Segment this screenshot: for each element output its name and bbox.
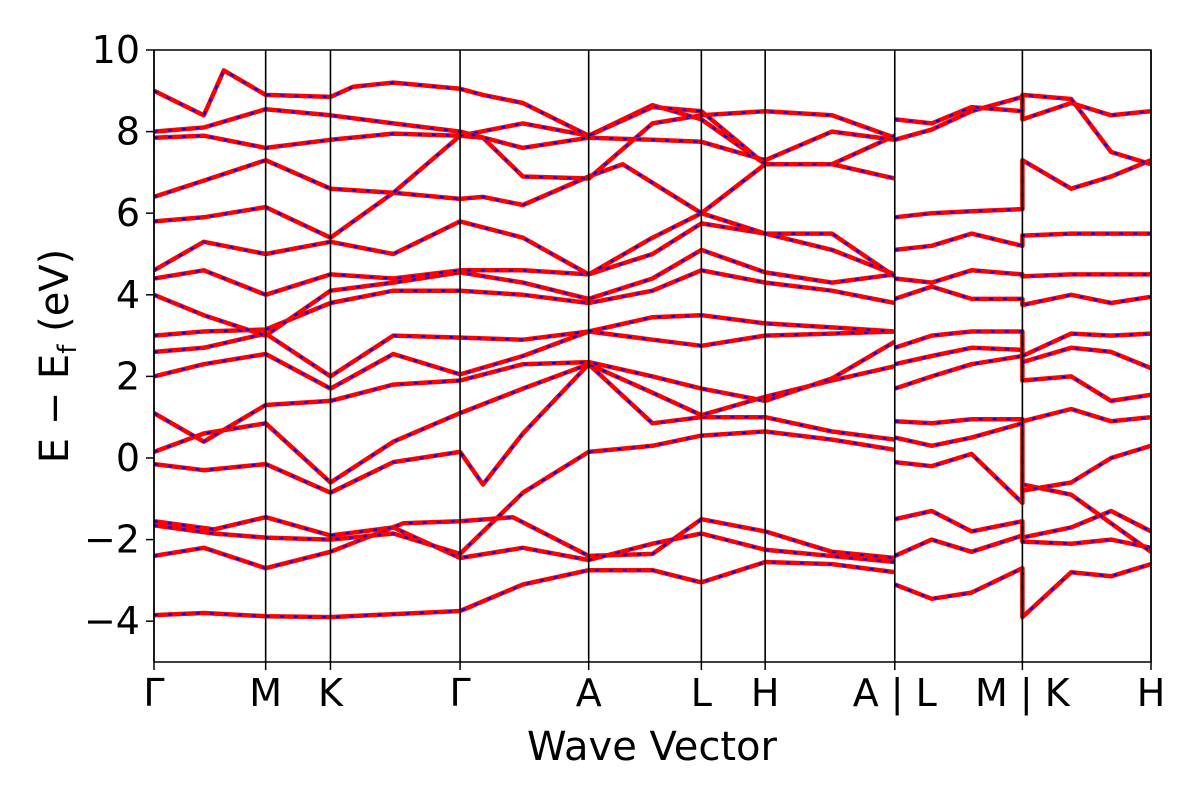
y-tick-label: 8 [116, 110, 140, 154]
band-line-overlay-31 [894, 95, 1151, 141]
x-tick-label: L [691, 671, 712, 715]
band-line-overlay-21 [894, 452, 1151, 553]
y-axis-title-main: E − E [32, 354, 78, 464]
x-tick-label: Γ [143, 671, 164, 715]
x-tick-label: M | K [975, 671, 1071, 716]
x-tick-label: Γ [449, 671, 470, 715]
y-axis-ticks: −4 −2 0 2 4 6 8 10 [84, 28, 154, 643]
y-tick-label: −2 [84, 518, 140, 562]
plot-area [154, 50, 1151, 662]
y-tick-label: 2 [116, 354, 140, 398]
x-tick-label: K [318, 671, 344, 715]
band-line-overlay-28 [894, 269, 1151, 284]
band-line-overlay-27 [894, 285, 1151, 307]
band-line-overlay-2 [154, 516, 895, 564]
band-line-overlay-32 [894, 93, 1151, 166]
x-axis-title: Wave Vector [527, 724, 778, 770]
x-tick-label: H [1137, 671, 1166, 715]
y-axis-title: E − Ef (eV) [32, 249, 83, 464]
y-tick-label: 4 [116, 273, 140, 317]
band-line-overlay-29 [894, 232, 1151, 251]
band-line-overlay-4 [154, 362, 895, 494]
x-tick-label: M [249, 671, 282, 715]
band-line-overlay-30 [894, 158, 1151, 219]
band-line-overlay-0 [154, 560, 895, 619]
x-tick-label: H [751, 671, 780, 715]
band-line-overlay-24 [894, 354, 1151, 403]
band-line-overlay-14 [154, 110, 896, 198]
band-line-overlay-22 [894, 421, 1151, 492]
y-axis-title-sub: f [53, 344, 83, 354]
x-tick-label: A [576, 671, 602, 715]
y-tick-label: 6 [116, 191, 140, 235]
band-line-overlay-25 [894, 346, 1151, 370]
plot-frame [153, 49, 1152, 663]
band-line-overlay-10 [154, 248, 895, 337]
y-tick-label: 10 [92, 28, 140, 72]
y-axis-title-unit: (eV) [32, 249, 78, 345]
band-line-13 [154, 161, 897, 279]
y-tick-label: −4 [84, 599, 140, 643]
x-tick-label: A | L [853, 671, 937, 716]
y-tick-label: 0 [116, 436, 140, 480]
band-line-overlay-17 [154, 68, 766, 166]
